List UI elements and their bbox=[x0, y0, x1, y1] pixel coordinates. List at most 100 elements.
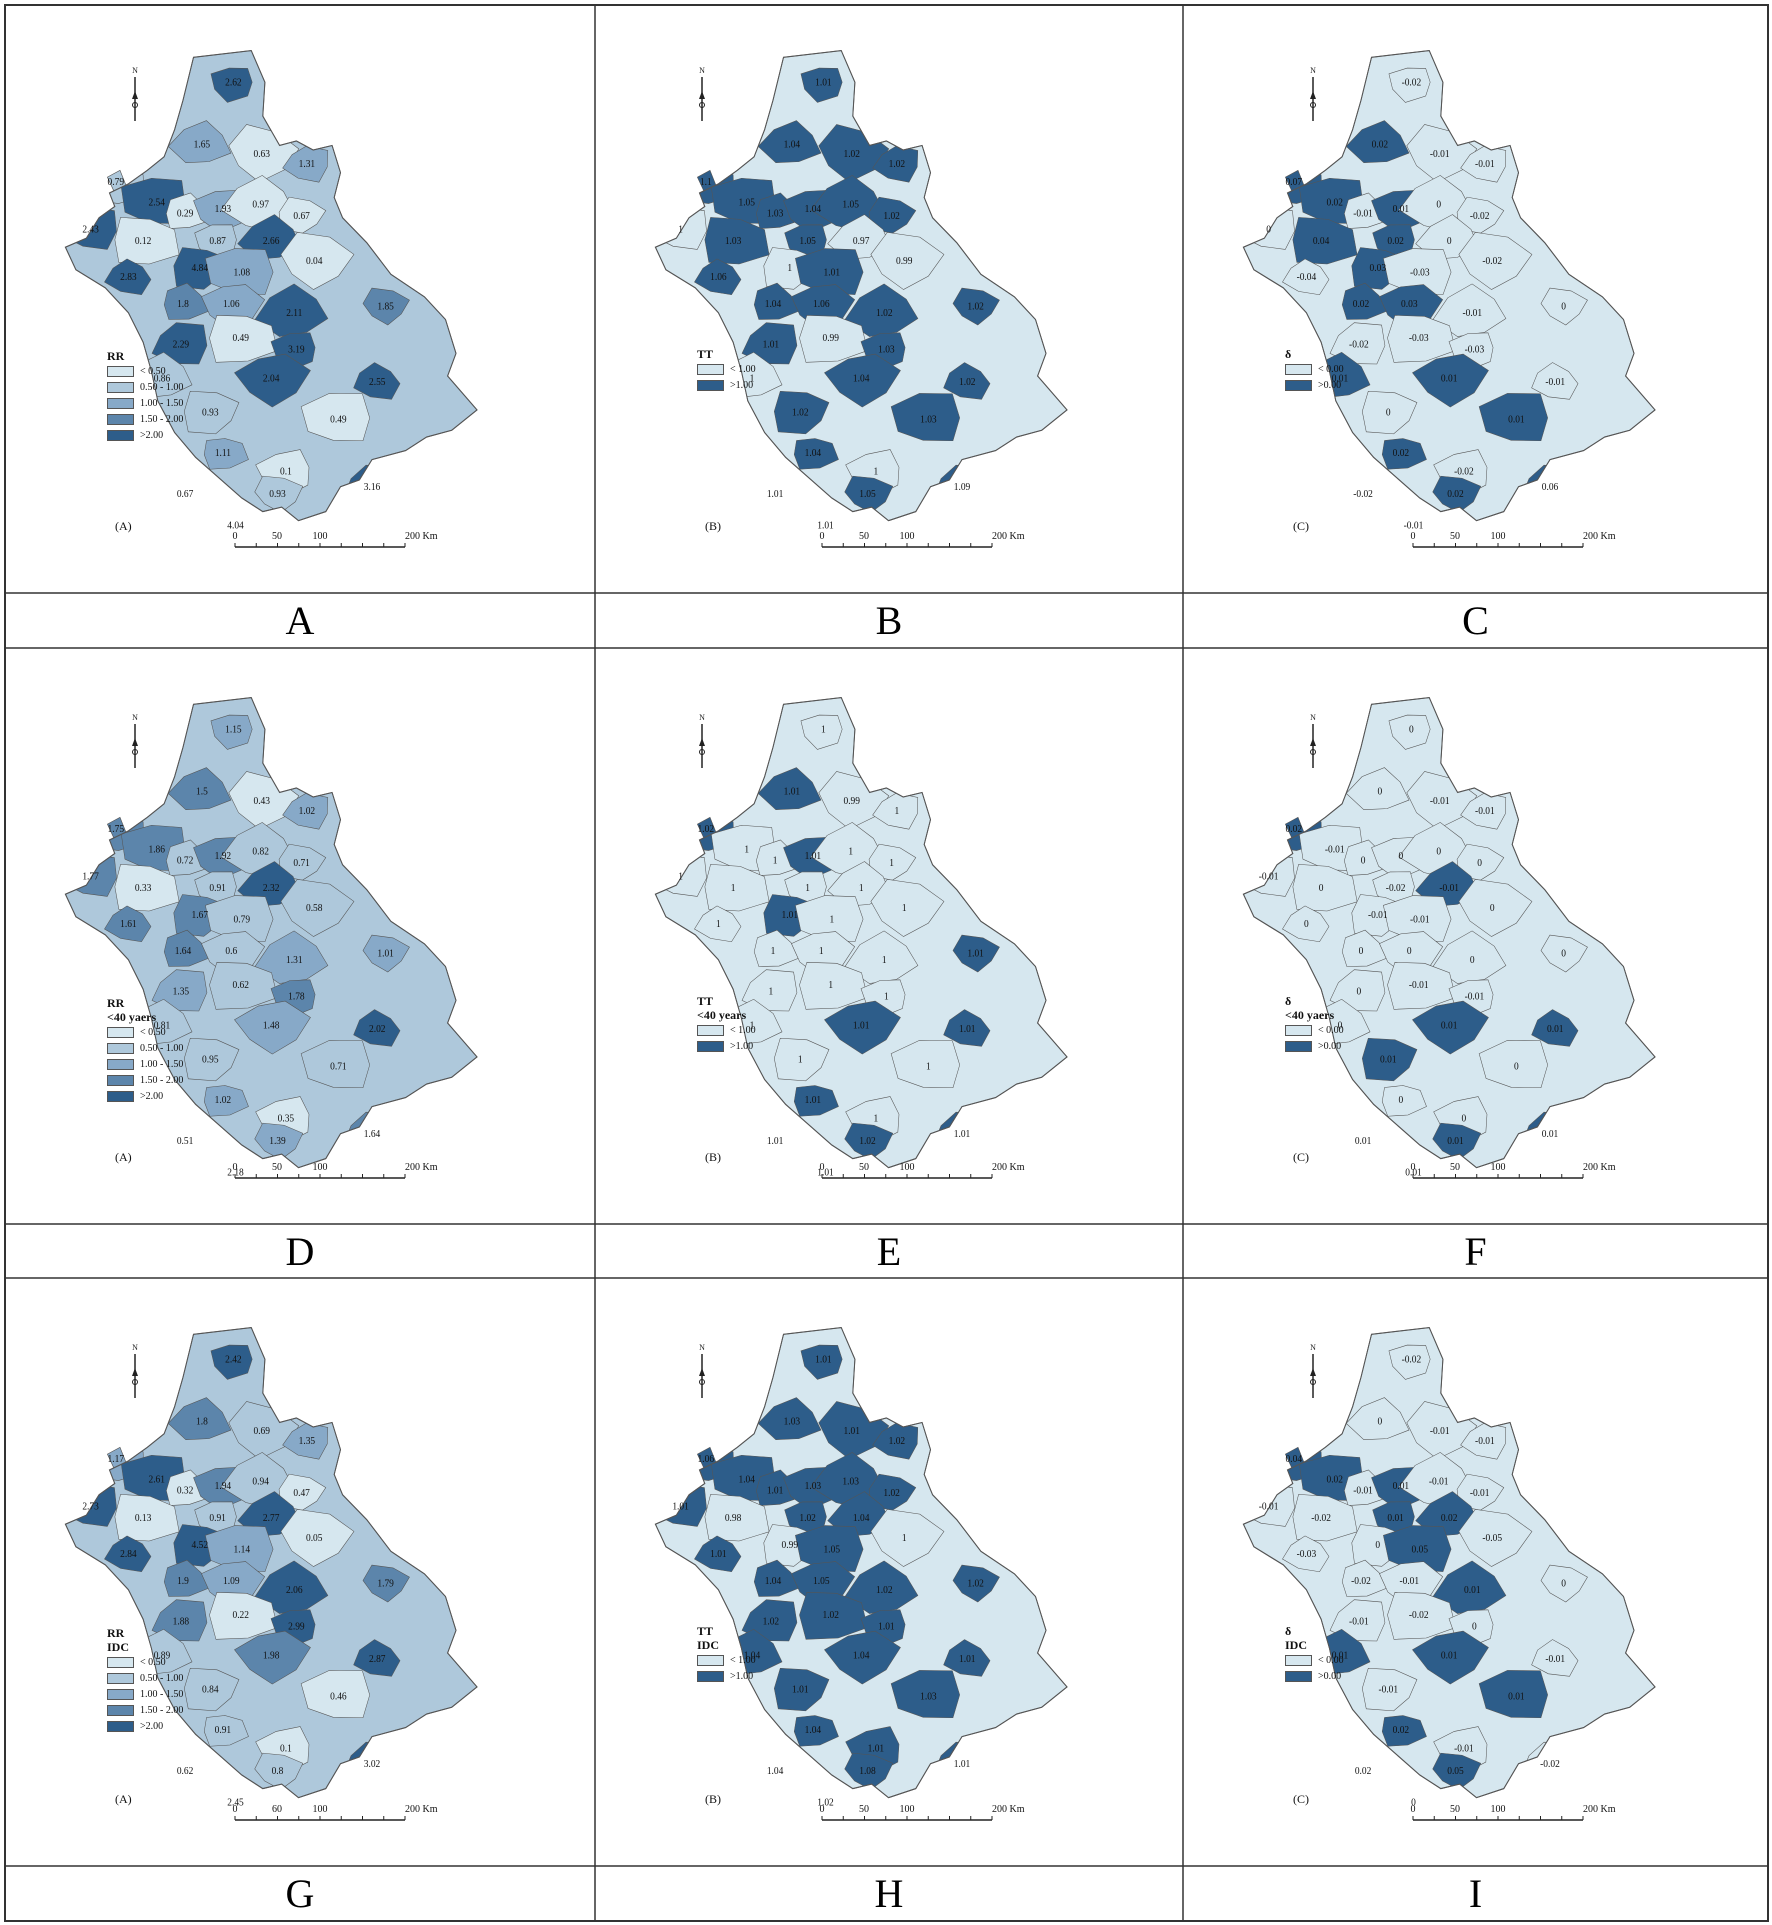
region-value-label: 3.02 bbox=[364, 1759, 381, 1770]
region-16 bbox=[1282, 1535, 1330, 1573]
region-value-label: 1.04 bbox=[738, 1474, 755, 1485]
region-value-label: 0.99 bbox=[782, 1540, 799, 1551]
map-legend: TT < 1.00 >1.00 bbox=[697, 347, 756, 393]
region-16 bbox=[694, 1535, 742, 1573]
region-value-label: 1.08 bbox=[234, 267, 251, 278]
region-value-label: 1.01 bbox=[853, 1020, 870, 1031]
region-value-label: 1.88 bbox=[173, 1616, 190, 1627]
region-28 bbox=[943, 1009, 991, 1047]
region-value-label: 1.01 bbox=[967, 948, 984, 959]
legend-entry: < 1.00 bbox=[697, 361, 756, 377]
legend-swatch bbox=[107, 1090, 134, 1102]
north-arrow-icon: N bbox=[699, 66, 705, 121]
region-4 bbox=[282, 145, 329, 183]
region-12 bbox=[704, 1494, 770, 1542]
region-22 bbox=[362, 934, 410, 973]
region-value-label: 1.01 bbox=[763, 339, 780, 350]
region-value-label: 0.01 bbox=[1332, 1650, 1349, 1661]
region-1 bbox=[210, 1344, 253, 1380]
scale-bar: 0 50 100 200 Km bbox=[1411, 1162, 1616, 1179]
map-legend: δ <40 yaers < 0.00 >0.00 bbox=[1285, 994, 1344, 1054]
region-labels: 1.15 1.5 0.43 1.02 1.75 1.86 0.72 1.92 0.82 0.71 1… bbox=[82, 724, 394, 1178]
scale-label: 0 bbox=[820, 1162, 825, 1173]
region-value-label: -0.02 bbox=[1311, 1513, 1331, 1524]
legend-label: < 0.00 bbox=[1318, 1024, 1344, 1036]
scale-label: 50 bbox=[1450, 1804, 1460, 1815]
region-value-label: 1.01 bbox=[377, 948, 394, 959]
region-value-label: 0.99 bbox=[896, 256, 913, 267]
legend-label: >2.00 bbox=[140, 1090, 164, 1102]
region-value-label: 1.02 bbox=[792, 407, 809, 418]
map-legend: δ < 0.00 >0.00 bbox=[1285, 347, 1344, 393]
map-group: 2.42 1.8 0.69 1.35 1.17 2.61 0.32 1.94 0.94 0.47 2… bbox=[64, 1326, 478, 1809]
legend-entry: >1.00 bbox=[697, 377, 756, 393]
region-value-label: 1.01 bbox=[672, 1501, 689, 1512]
region-value-label: 1.04 bbox=[853, 1650, 870, 1661]
legend-entry: 0.50 - 1.00 bbox=[107, 1670, 183, 1686]
region-value-label: -0.01 bbox=[1475, 159, 1495, 170]
region-value-label: 1.9 bbox=[177, 1576, 189, 1587]
legend-label: >0.00 bbox=[1318, 1670, 1342, 1682]
region-value-label: 1.08 bbox=[859, 1766, 876, 1777]
region-27 bbox=[234, 1000, 311, 1055]
region-value-label: 0.01 bbox=[1464, 1585, 1481, 1596]
region-value-label: 1.03 bbox=[920, 1691, 937, 1702]
legend-label: 1.50 - 2.00 bbox=[140, 1074, 184, 1086]
region-value-label: 0.03 bbox=[1401, 299, 1418, 310]
region-value-label: 0.02 bbox=[1393, 448, 1410, 459]
region-28 bbox=[943, 362, 991, 400]
region-30 bbox=[890, 1670, 960, 1719]
region-value-label: 1 bbox=[874, 1113, 879, 1124]
legend-entry: >2.00 bbox=[107, 427, 183, 443]
region-value-label: 0.8 bbox=[272, 1766, 284, 1777]
region-value-label: 1.02 bbox=[843, 148, 860, 159]
region-15 bbox=[1458, 879, 1533, 937]
legend-entry: < 0.00 bbox=[1285, 361, 1344, 377]
region-value-label: 1 bbox=[902, 1533, 907, 1544]
region-value-label: 1.01 bbox=[959, 1024, 976, 1035]
scale-label: 100 bbox=[900, 531, 915, 542]
scale-label: 60 bbox=[272, 1804, 282, 1815]
region-19 bbox=[753, 282, 799, 320]
region-value-label: -0.01 bbox=[1259, 1501, 1279, 1512]
region-value-label: 1.15 bbox=[225, 724, 242, 735]
region-value-label: -0.01 bbox=[1545, 377, 1565, 388]
region-value-label: 1.39 bbox=[269, 1136, 286, 1147]
legend-title: IDC bbox=[697, 1638, 720, 1652]
legend-swatch bbox=[107, 429, 134, 441]
region-15 bbox=[280, 1509, 355, 1567]
region-28 bbox=[353, 1639, 401, 1677]
scale-label: 50 bbox=[859, 1162, 869, 1173]
map-legend: RR IDC < 0.50 0.50 - 1.00 1.00 - 1.50 1.50 - … bbox=[107, 1626, 183, 1734]
region-value-label: 0 bbox=[1378, 786, 1383, 797]
region-value-label: -0.01 bbox=[1325, 844, 1345, 855]
region-value-label: 0.1 bbox=[280, 1743, 292, 1754]
region-value-label: -0.04 bbox=[1297, 272, 1317, 283]
region-value-label: 2.02 bbox=[369, 1024, 386, 1035]
legend-label: >2.00 bbox=[140, 429, 164, 441]
map-group: -0.02 0 -0.01 -0.01 0.04 0.02 -0.01 0.01 -0.01 -0… bbox=[1242, 1326, 1656, 1809]
region-value-label: -0.01 bbox=[1430, 1425, 1450, 1436]
legend-swatch bbox=[107, 365, 134, 377]
region-labels: -0.02 0 -0.01 -0.01 0.04 0.02 -0.01 0.01 -0.01 -0… bbox=[1259, 1354, 1566, 1808]
region-value-label: -0.01 bbox=[1439, 883, 1459, 894]
region-1 bbox=[800, 67, 843, 103]
region-value-label: 0.1 bbox=[280, 466, 292, 477]
svg-text:N: N bbox=[1310, 1343, 1316, 1352]
region-value-label: -0.01 bbox=[1462, 308, 1482, 319]
region-27 bbox=[1412, 1000, 1489, 1055]
region-15 bbox=[870, 232, 945, 290]
region-22 bbox=[952, 1564, 1000, 1603]
region-value-label: 1.77 bbox=[82, 871, 99, 882]
region-value-label: 1.02 bbox=[876, 1585, 893, 1596]
region-value-label: 0 bbox=[1561, 948, 1566, 959]
region-value-label: 0.69 bbox=[253, 1425, 270, 1436]
map-svg: -0.02 0 -0.01 -0.01 0.04 0.02 -0.01 0.01 -0.01 -0… bbox=[1242, 1326, 1656, 1821]
legend-swatch bbox=[697, 379, 724, 391]
region-value-label: 1.8 bbox=[177, 299, 189, 310]
region-24 bbox=[1387, 962, 1456, 1010]
region-30 bbox=[890, 1040, 960, 1089]
region-value-label: 0 bbox=[1561, 301, 1566, 312]
region-value-label: 1.02 bbox=[859, 1136, 876, 1147]
region-16 bbox=[694, 258, 742, 296]
